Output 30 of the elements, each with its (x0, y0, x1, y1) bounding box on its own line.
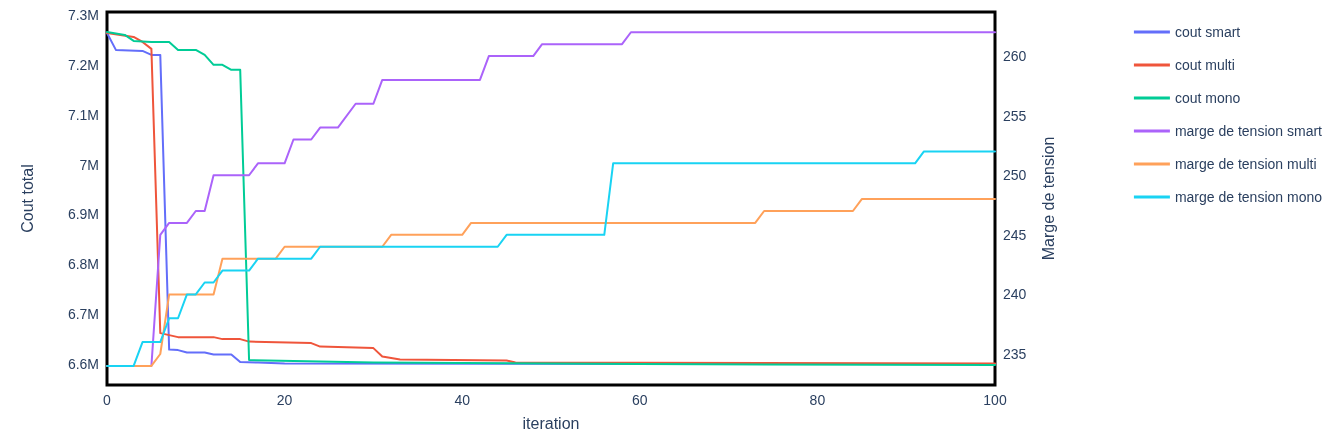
legend-label: marge de tension multi (1174, 156, 1317, 172)
x-tick-label: 60 (632, 392, 648, 408)
line-series (106, 150, 996, 367)
x-tick-label: 80 (809, 392, 826, 408)
y-tick-label: 7.1M (67, 106, 99, 123)
x-tick-label: 100 (983, 392, 1007, 408)
y-tick-label: 6.6M (67, 356, 99, 373)
legend-label: marge de tension mono (1174, 189, 1323, 205)
y-axis-title: Cout total (18, 164, 36, 233)
x-tick-label: 0 (103, 392, 112, 408)
x-axis-title: iteration (522, 414, 580, 432)
y-tick-label: 7M (79, 156, 99, 173)
y2-tick-label: 245 (1003, 226, 1027, 243)
x-tick-label: 20 (276, 392, 293, 408)
y-tick-label: 7.3M (67, 6, 99, 23)
legend-label: cout mono (1174, 90, 1241, 106)
legend-label: cout multi (1174, 57, 1235, 73)
y2-tick-label: 250 (1003, 167, 1027, 184)
y-tick-label: 6.8M (67, 256, 99, 273)
y2-tick-label: 260 (1003, 48, 1027, 65)
x-tick-label: 40 (454, 392, 471, 408)
y-tick-label: 6.7M (67, 306, 99, 323)
y2-axis-title: Marge de tension (1039, 136, 1057, 261)
y2-tick-label: 255 (1003, 107, 1027, 124)
y2-tick-label: 240 (1003, 286, 1027, 303)
y-tick-label: 6.9M (67, 206, 99, 223)
y2-tick-label: 235 (1003, 346, 1027, 363)
legend-label: cout smart (1174, 24, 1241, 40)
legend-label: marge de tension smart (1174, 123, 1323, 139)
y-tick-label: 7.2M (67, 56, 99, 73)
